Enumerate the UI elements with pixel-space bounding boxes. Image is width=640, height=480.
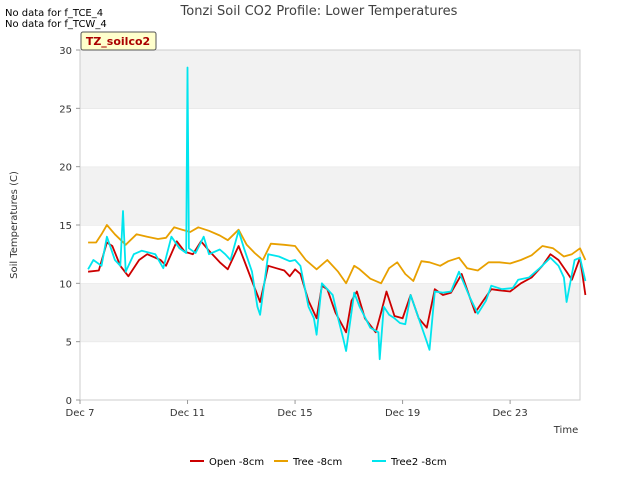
y-tick-label: 25 bbox=[59, 104, 72, 115]
y-axis-label: Soil Temperatures (C) bbox=[9, 171, 20, 279]
y-axis-ticks: 0 5 10 15 20 25 30 bbox=[59, 46, 80, 407]
grid-band bbox=[80, 166, 580, 225]
y-tick-label: 10 bbox=[59, 279, 72, 290]
legend: Open -8cm Tree -8cm Tree2 -8cm bbox=[190, 457, 447, 468]
legend-label: Tree -8cm bbox=[292, 457, 342, 468]
x-axis-ticks: Dec 7 Dec 11 Dec 15 Dec 19 Dec 23 bbox=[66, 400, 528, 419]
grid-band bbox=[80, 341, 580, 400]
series-lines bbox=[87, 66, 587, 361]
no-data-notice-2: No data for f_TCW_4 bbox=[5, 19, 107, 30]
grid-bands bbox=[80, 49, 580, 400]
y-tick-label: 15 bbox=[59, 221, 72, 232]
x-tick-label: Dec 7 bbox=[66, 408, 95, 419]
y-tick-label: 30 bbox=[59, 46, 72, 57]
legend-label: Tree2 -8cm bbox=[390, 457, 447, 468]
dataset-badge-label: TZ_soilco2 bbox=[86, 35, 150, 48]
x-tick-label: Dec 19 bbox=[385, 408, 420, 419]
series-line-tree2-8cm bbox=[87, 66, 587, 361]
series-line-tree-8cm bbox=[88, 224, 587, 285]
series-line-open-8cm bbox=[87, 240, 587, 334]
x-tick-label: Dec 15 bbox=[277, 408, 312, 419]
grid-band bbox=[80, 108, 580, 167]
grid-band bbox=[80, 225, 580, 284]
chart-title: Tonzi Soil CO2 Profile: Lower Temperatur… bbox=[180, 4, 458, 19]
x-axis-label: Time bbox=[553, 425, 578, 436]
x-tick-label: Dec 11 bbox=[170, 408, 205, 419]
x-tick-label: Dec 23 bbox=[492, 408, 527, 419]
legend-label: Open -8cm bbox=[209, 457, 264, 468]
y-tick-label: 5 bbox=[66, 338, 72, 349]
dataset-badge[interactable]: TZ_soilco2 bbox=[80, 31, 157, 51]
y-tick-label: 0 bbox=[66, 396, 72, 407]
no-data-notice-1: No data for f_TCE_4 bbox=[5, 8, 104, 19]
dataset-badge-box bbox=[80, 31, 157, 51]
y-tick-label: 20 bbox=[59, 163, 72, 174]
grid-band bbox=[80, 50, 580, 109]
